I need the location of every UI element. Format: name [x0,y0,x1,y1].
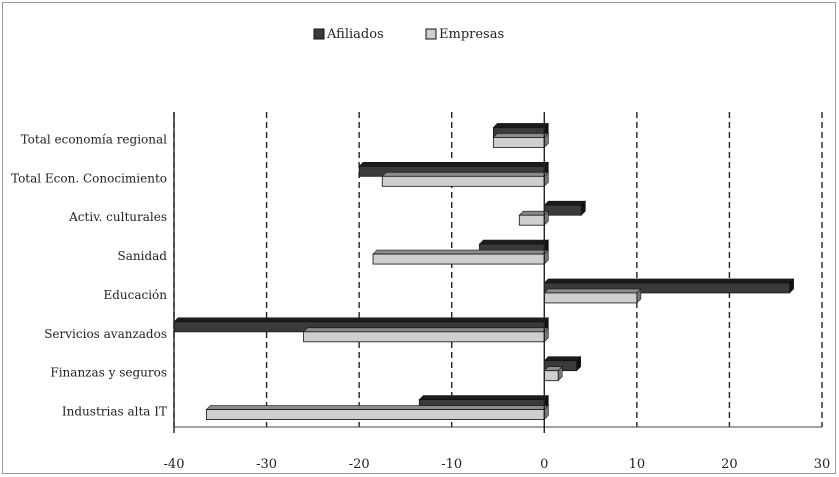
category-label: Finanzas y seguros [50,366,167,380]
bar-empresas [492,137,545,148]
bar-empresas-top [372,249,550,255]
tick-labels: -40 -30 -20 -10 0 10 20 30 [164,457,831,472]
category-labels: Total economía regional Total Econ. Conoc… [11,132,167,418]
legend-swatch-empresas [425,28,437,40]
x-tick-label: 10 [629,457,646,472]
bar-afiliados-top [543,278,795,284]
x-tick-label: 30 [814,457,831,472]
bars [173,122,795,421]
bar-empresas-top [492,133,550,138]
x-tick-label: 20 [721,457,738,472]
legend-label-empresas: Empresas [439,27,504,42]
category-label: Industrias alta IT [62,405,167,419]
bar-empresas [303,331,545,343]
bar-empresas [518,214,545,226]
x-tick-label: 0 [540,457,548,472]
category-label: Educación [103,288,167,302]
axes [173,112,822,433]
bar-afiliados-top [418,395,550,400]
bar-empresas [543,370,559,382]
bar-afiliados-top [543,200,587,206]
x-tick-label: -10 [441,457,462,472]
legend: Afiliados Empresas [313,27,504,42]
bar-afiliados-top [478,239,550,245]
x-tick-label: -20 [349,457,370,472]
bar-afiliados-top [173,317,550,323]
category-label: Servicios avanzados [44,327,167,341]
category-label: Sanidad [118,249,168,263]
bar-empresas-top [302,327,550,333]
category-label: Total economía regional [21,132,168,146]
x-tick-label: -40 [164,457,185,472]
bar-empresas [543,292,638,304]
bar-empresas-top [543,288,642,294]
bar-empresas-top [381,172,550,177]
bar-empresas [205,409,545,420]
legend-swatch-afiliados [313,28,325,40]
bar-empresas [381,175,545,187]
category-label: Total Econ. Conocimiento [11,171,167,185]
bar-afiliados-top [543,356,582,361]
bar-empresas-top [205,405,550,410]
x-tick-label: -30 [256,457,277,472]
grid-lines [173,112,823,427]
legend-label-afiliados: Afiliados [326,27,384,42]
bar-empresas [372,253,545,265]
bar-afiliados-top [358,162,550,167]
bar-afiliados-top [492,123,550,128]
bar-afiliados [543,204,582,216]
category-label: Activ. culturales [68,210,167,224]
